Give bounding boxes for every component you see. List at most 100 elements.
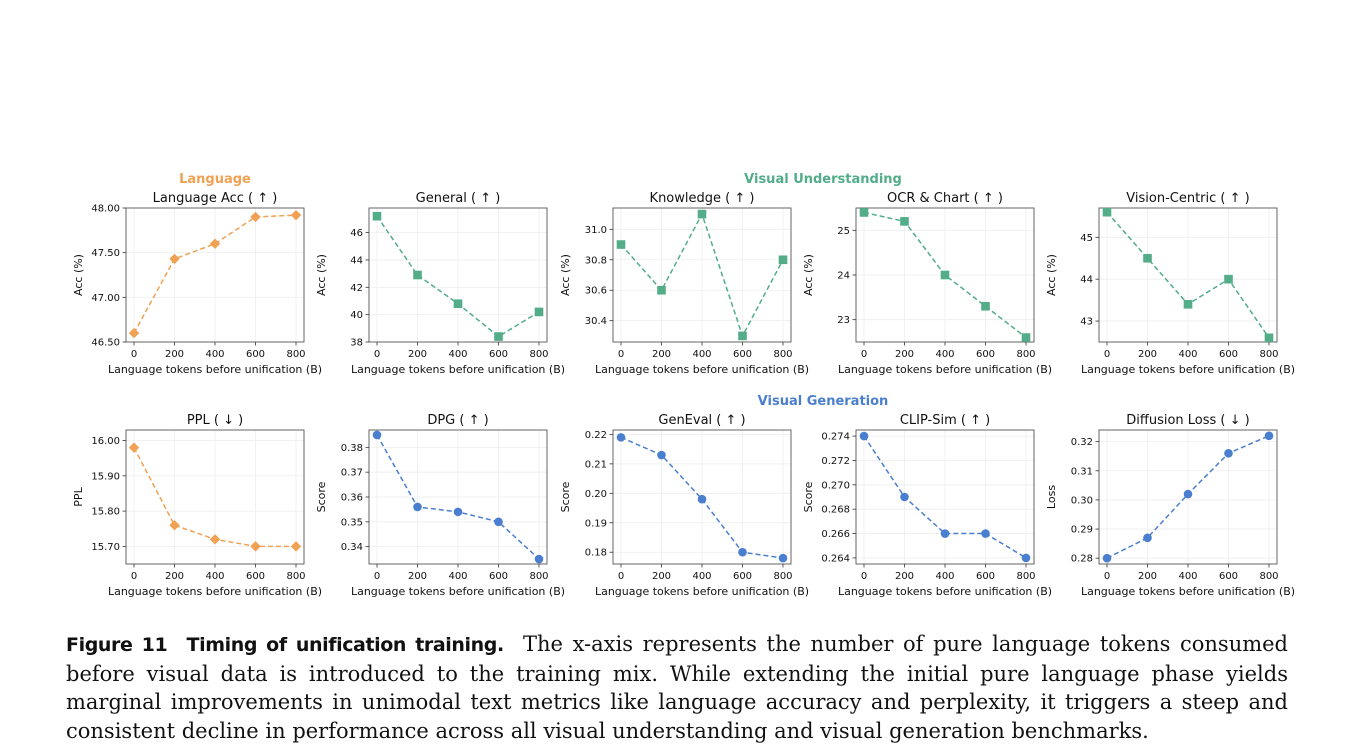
y-axis-label: Score xyxy=(802,481,815,512)
x-tick-label: 800 xyxy=(286,571,305,582)
data-point xyxy=(738,331,747,341)
data-point xyxy=(453,507,463,517)
x-tick-label: 600 xyxy=(246,349,265,360)
data-point xyxy=(453,299,463,309)
y-tick-label: 15.80 xyxy=(91,507,120,518)
x-tick-label: 0 xyxy=(131,571,137,582)
x-tick-label: 200 xyxy=(652,349,671,360)
y-tick-label: 43 xyxy=(1080,317,1093,328)
data-point xyxy=(209,534,221,545)
section-header-language: Language xyxy=(179,172,251,187)
y-tick-label: 0.19 xyxy=(585,518,607,529)
data-point xyxy=(1143,253,1152,263)
y-tick-label: 46 xyxy=(350,228,363,239)
y-tick-label: 23 xyxy=(837,315,850,326)
x-axis-label: Language tokens before unification (B) xyxy=(1081,585,1295,598)
data-point xyxy=(778,255,788,265)
caption-body: The x-axis represents the number of pure… xyxy=(66,632,1289,743)
y-tick-label: 44 xyxy=(350,255,363,266)
chart-title: Vision-Centric ( ↑ ) xyxy=(1126,191,1249,206)
data-point xyxy=(413,502,422,512)
y-tick-label: 0.264 xyxy=(821,553,850,564)
x-axis-label: Language tokens before unification (B) xyxy=(351,363,565,376)
y-tick-label: 30.8 xyxy=(585,255,607,266)
section-header-visual-generation: Visual Generation xyxy=(758,394,889,409)
data-point xyxy=(1102,207,1112,217)
x-tick-label: 200 xyxy=(1138,349,1157,360)
x-tick-label: 600 xyxy=(733,571,752,582)
y-axis-label: Acc (%) xyxy=(1045,254,1058,296)
x-tick-label: 400 xyxy=(935,571,954,582)
chart-title: PPL ( ↓ ) xyxy=(187,413,243,428)
x-tick-label: 600 xyxy=(733,349,752,360)
x-tick-label: 200 xyxy=(895,571,914,582)
data-point xyxy=(250,211,261,223)
y-tick-label: 45 xyxy=(1080,233,1093,244)
y-tick-label: 0.35 xyxy=(341,517,363,528)
y-tick-label: 0.32 xyxy=(1071,437,1093,448)
y-tick-label: 0.22 xyxy=(585,430,607,441)
data-point xyxy=(859,208,869,217)
y-axis-label: Acc (%) xyxy=(802,254,815,296)
data-point xyxy=(372,430,382,440)
chart-3: 0 200 400 600 800 23 24 25 OCR & Chart ( ↑ ) Lang… xyxy=(802,191,1052,376)
x-tick-label: 600 xyxy=(976,571,995,582)
data-point xyxy=(981,301,990,311)
y-tick-label: 30.4 xyxy=(585,316,607,327)
x-tick-label: 400 xyxy=(205,571,224,582)
x-tick-label: 600 xyxy=(976,349,995,360)
figure-panel-grid: Language Visual Understanding Visual Gen… xyxy=(72,172,1295,598)
data-point xyxy=(209,238,221,249)
chart-4: 0 200 400 600 800 43 44 45 Vision-Centric ( ↑ ) L… xyxy=(1045,191,1295,376)
x-axis-label: Language tokens before unification (B) xyxy=(1081,363,1295,376)
x-tick-label: 200 xyxy=(408,349,427,360)
figure-caption: Figure 11 Timing of unification training… xyxy=(66,630,1288,745)
y-tick-label: 0.31 xyxy=(1071,466,1093,477)
chart-6: 0 200 400 600 800 0.34 0.35 0.36 0.37 0.38 DPG ( ↑… xyxy=(315,413,565,598)
data-point xyxy=(900,217,909,226)
data-point xyxy=(534,307,544,317)
y-tick-label: 31.0 xyxy=(585,225,607,236)
caption-title: Timing of unification training. xyxy=(186,634,505,656)
x-tick-label: 600 xyxy=(1219,571,1238,582)
y-tick-label: 0.270 xyxy=(821,480,850,491)
y-tick-label: 0.274 xyxy=(821,432,850,443)
y-tick-label: 24 xyxy=(837,271,850,282)
y-tick-label: 0.28 xyxy=(1071,554,1093,565)
data-point xyxy=(1102,553,1112,563)
x-tick-label: 200 xyxy=(165,571,184,582)
chart-2: 0 200 400 600 800 30.4 30.6 30.8 31.0 Knowledge (… xyxy=(559,191,809,376)
x-tick-label: 400 xyxy=(692,571,711,582)
y-tick-label: 0.38 xyxy=(341,443,363,454)
x-tick-label: 400 xyxy=(935,349,954,360)
y-axis-label: Loss xyxy=(1045,485,1058,509)
y-tick-label: 15.70 xyxy=(91,542,120,553)
y-tick-label: 0.266 xyxy=(821,529,850,540)
x-tick-label: 800 xyxy=(1259,349,1278,360)
y-axis-label: Score xyxy=(559,481,572,512)
x-tick-label: 400 xyxy=(692,349,711,360)
data-point xyxy=(616,240,626,249)
chart-8: 0 200 400 600 800 0.264 0.266 0.268 0.270 0.272 0.… xyxy=(802,413,1052,598)
x-tick-label: 0 xyxy=(861,349,867,360)
y-tick-label: 0.37 xyxy=(341,468,363,479)
data-point xyxy=(290,541,302,552)
y-axis-label: PPL xyxy=(72,486,85,506)
y-tick-label: 38 xyxy=(350,338,363,349)
x-tick-label: 800 xyxy=(1016,571,1035,582)
y-tick-label: 0.20 xyxy=(585,489,607,500)
x-tick-label: 0 xyxy=(1104,349,1110,360)
x-tick-label: 800 xyxy=(1016,349,1035,360)
series-line xyxy=(133,214,297,334)
y-tick-label: 42 xyxy=(350,283,363,294)
data-point xyxy=(900,492,909,502)
y-axis-label: Score xyxy=(315,481,328,512)
x-tick-label: 0 xyxy=(618,349,624,360)
x-tick-label: 0 xyxy=(374,571,380,582)
data-point xyxy=(1143,533,1152,543)
chart-title: Knowledge ( ↑ ) xyxy=(650,191,755,206)
chart-0: 0 200 400 600 800 46.50 47.00 47.50 48.00 Languag… xyxy=(72,191,322,376)
chart-5: 0 200 400 600 800 15.70 15.80 15.90 16.00 PPL ( ↓… xyxy=(72,413,322,598)
data-point xyxy=(778,553,788,563)
x-tick-label: 600 xyxy=(489,349,508,360)
